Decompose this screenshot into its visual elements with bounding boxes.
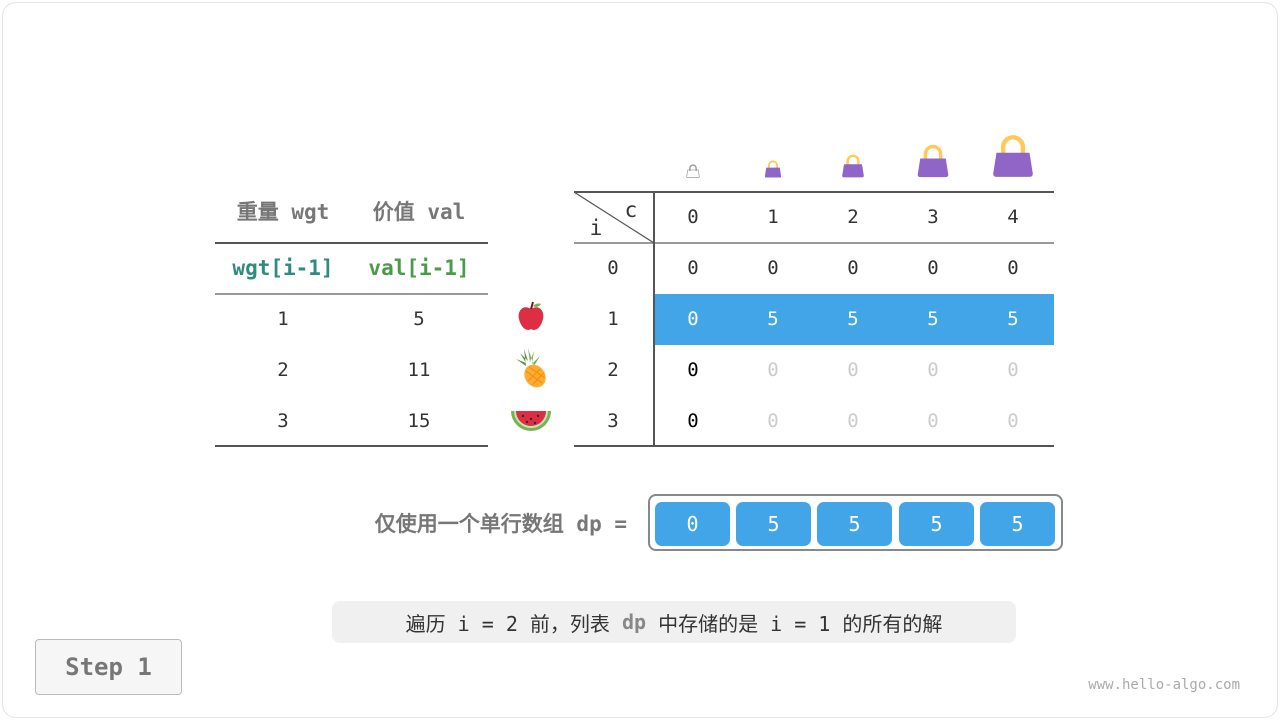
step-button[interactable]: Step 1	[35, 639, 182, 695]
value-cell: 15	[407, 410, 431, 432]
dp-array-label: 仅使用一个单行数组 dp =	[374, 512, 627, 536]
caption-code: dp	[621, 610, 647, 634]
dp-table-cell: 0	[927, 359, 939, 381]
dp-table-cell: 0	[687, 359, 699, 381]
row-label: 2	[607, 359, 619, 381]
caption-text: 遍历 i = 2 前，列表	[405, 611, 622, 636]
dp-table-cell: 0	[767, 257, 779, 279]
handbag-icon	[764, 160, 782, 178]
weight-cell: 3	[277, 410, 289, 432]
apple-icon	[518, 301, 544, 330]
dp-table-cell: 0	[847, 410, 859, 432]
highlighted-row	[654, 294, 1054, 345]
corner-diagonal	[574, 192, 654, 243]
row-label: 0	[607, 257, 619, 279]
caption: 遍历 i = 2 前，列表 dp 中存储的是 i = 1 的所有的解	[332, 601, 1016, 643]
handbag-icon	[917, 144, 949, 178]
dp-table-cell: 0	[927, 257, 939, 279]
dp-table-cell: 5	[767, 308, 779, 330]
dp-cell: 0	[655, 502, 730, 546]
weight-cell: 1	[277, 308, 289, 330]
capacity-header: 1	[767, 206, 779, 228]
capacity-header: 2	[847, 206, 859, 228]
value-cell: 5	[413, 308, 425, 330]
pineapple-icon	[516, 348, 546, 388]
dp-cell: 5	[736, 502, 811, 546]
watermark: www.hello-algo.com	[1088, 677, 1240, 693]
watermelon-icon	[511, 411, 551, 431]
header-weight: 重量 wgt	[236, 200, 330, 224]
handbag-icon	[842, 154, 864, 178]
dp-table-cell: 0	[767, 410, 779, 432]
value-cell: 11	[407, 359, 431, 381]
dp-cell: 5	[899, 502, 974, 546]
caption-text: 中存储的是 i = 1 的所有的解	[646, 611, 943, 636]
dp-table-cell: 0	[687, 257, 699, 279]
capacity-header: 3	[927, 206, 939, 228]
subheader-val: val[i-1]	[368, 256, 470, 280]
dp-table-cell: 0	[1007, 410, 1019, 432]
handbag-icon	[686, 164, 700, 178]
dp-table-cell: 5	[927, 308, 939, 330]
capacity-header: 0	[687, 206, 699, 228]
dp-table-cell: 0	[687, 308, 699, 330]
dp-table-cell: 0	[1007, 359, 1019, 381]
dp-table-cell: 0	[687, 410, 699, 432]
dp-table-cell: 0	[847, 359, 859, 381]
row-label: 1	[607, 308, 619, 330]
dp-table-cell: 0	[927, 410, 939, 432]
corner-i-label: i	[589, 216, 603, 240]
dp-table-cell: 5	[1007, 308, 1019, 330]
capacity-header: 4	[1007, 206, 1019, 228]
dp-table-cell: 0	[767, 359, 779, 381]
header-value: 价值 val	[372, 200, 466, 224]
handbag-icon	[993, 135, 1033, 177]
weight-cell: 2	[277, 359, 289, 381]
dp-array: 0 5 5 5 5	[648, 494, 1063, 551]
dp-table-cell: 5	[847, 308, 859, 330]
dp-cell: 5	[817, 502, 892, 546]
dp-table-cell: 0	[1007, 257, 1019, 279]
subheader-wgt: wgt[i-1]	[232, 256, 334, 280]
dp-cell: 5	[980, 502, 1055, 546]
dp-table-cell: 0	[847, 257, 859, 279]
corner-c-label: c	[624, 198, 638, 222]
row-label: 3	[607, 410, 619, 432]
